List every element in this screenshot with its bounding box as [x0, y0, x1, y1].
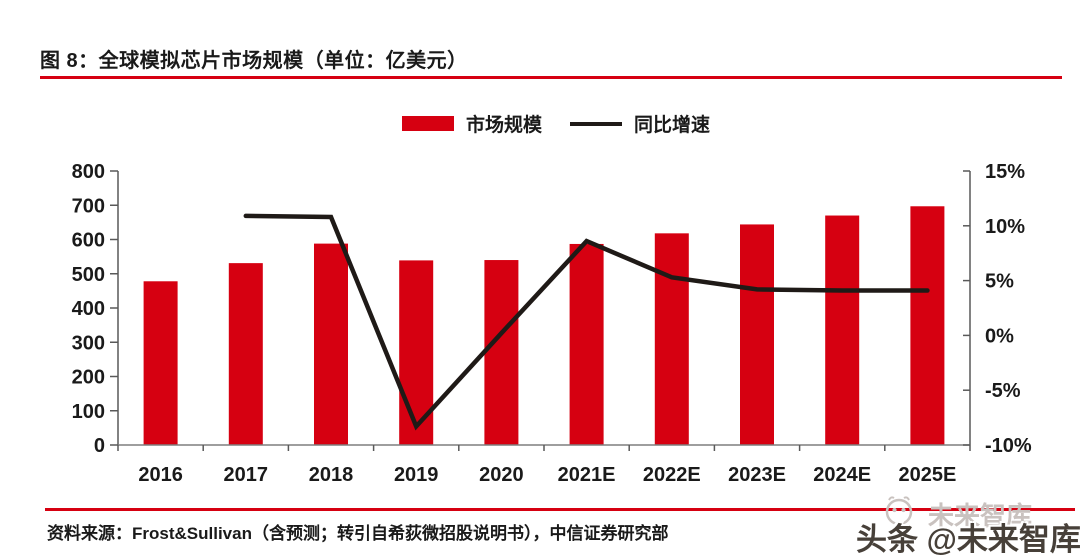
bar-2024E — [825, 215, 860, 445]
right-axis-tick-label: 15% — [985, 161, 1025, 183]
left-axis-tick-label: 100 — [72, 401, 105, 423]
bar-2021E — [569, 243, 604, 445]
left-axis-tick-label: 800 — [72, 161, 105, 183]
x-axis-label: 2017 — [224, 464, 269, 486]
left-axis-tick-label: 200 — [72, 367, 105, 389]
bar-2016 — [143, 281, 178, 445]
bar-2025E — [910, 206, 945, 445]
right-axis-tick-label: 5% — [985, 271, 1014, 293]
right-axis-tick-label: 10% — [985, 216, 1025, 238]
legend-item-market-size: 市场规模 — [402, 110, 542, 137]
x-axis-label: 2016 — [138, 464, 183, 486]
left-axis-tick-label: 700 — [72, 195, 105, 217]
x-axis-label: 2020 — [479, 464, 524, 486]
figure-title: 图 8：全球模拟芯片市场规模（单位：亿美元） — [40, 50, 468, 72]
smiley-circle-icon — [885, 496, 913, 526]
footer-rule — [45, 508, 1075, 511]
legend-bar-swatch — [402, 116, 454, 131]
x-axis-label: 2022E — [643, 464, 701, 486]
x-axis-label: 2024E — [813, 464, 871, 486]
bar-2023E — [740, 224, 774, 445]
bar-2020 — [484, 260, 519, 445]
watermark-ghost-text: 未来智库 — [928, 501, 1033, 531]
left-axis-tick-label: 500 — [72, 264, 105, 286]
watermark-main-text: 头条 @未来智库 — [856, 522, 1080, 557]
right-axis-tick-label: -10% — [985, 435, 1032, 457]
growth-line — [243, 213, 930, 431]
legend-line-swatch — [570, 121, 623, 126]
watermark: 未来智库 头条 @未来智库 — [840, 486, 1080, 560]
title-rule — [40, 76, 1062, 79]
left-axis-tick-label: 300 — [72, 332, 105, 354]
bar-2019 — [399, 260, 434, 445]
legend-label-market-size: 市场规模 — [466, 115, 543, 136]
left-axis-tick-label: 600 — [72, 230, 105, 252]
x-axis-label: 2025E — [898, 464, 956, 486]
x-axis-label: 2021E — [558, 464, 616, 486]
right-axis-tick-label: 0% — [985, 325, 1014, 347]
chart-legend: 市场规模 同比增速 — [402, 110, 710, 137]
left-axis-tick-label: 0 — [94, 435, 105, 457]
bar-2022E — [654, 233, 689, 445]
source-text: 资料来源：Frost&Sullivan（含预测；转引自希荻微招股说明书），中信证… — [47, 524, 669, 543]
x-axis-label: 2018 — [309, 464, 354, 486]
bar-2017 — [228, 263, 263, 445]
x-axis-label: 2019 — [394, 464, 439, 486]
right-axis-tick-label: -5% — [985, 380, 1021, 402]
legend-label-growth: 同比增速 — [634, 115, 711, 136]
left-axis-tick-label: 400 — [72, 298, 105, 320]
legend-item-growth: 同比增速 — [570, 110, 710, 137]
bar-2018 — [314, 243, 348, 445]
x-axis-label: 2023E — [728, 464, 786, 486]
